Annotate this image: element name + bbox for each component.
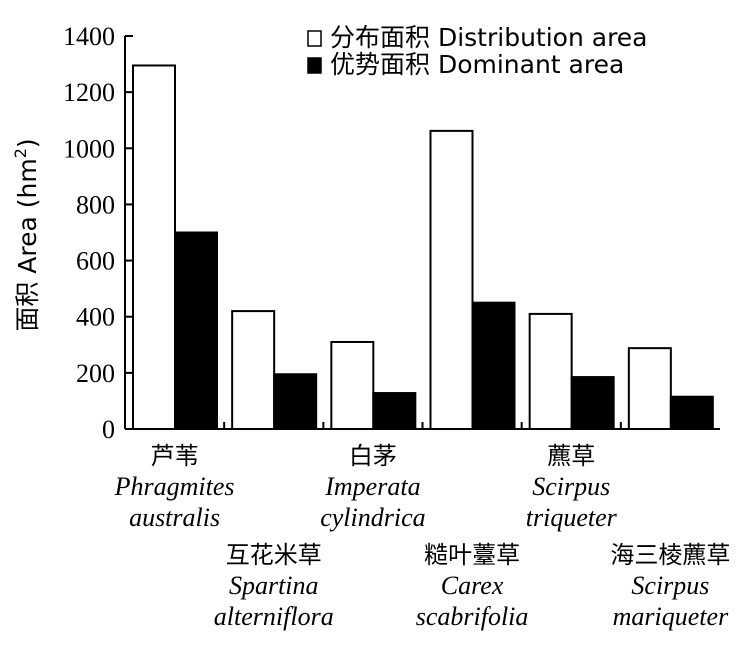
category-labels: 芦苇Phragmitesaustralis互花米草Spartinaalterni… (114, 442, 731, 631)
category-name-latin: alterniflora (214, 602, 334, 631)
bar-dominant-area (570, 376, 615, 431)
bar-dominant-area (174, 231, 218, 430)
y-axis-label: 面积 Area (hm2) (11, 138, 42, 331)
category-name-latin: Scirpus (532, 472, 610, 501)
y-axis-label-main: 面积 Area (hm (13, 158, 42, 331)
y-tick-label: 1200 (63, 78, 115, 107)
category-name-latin: triqueter (526, 503, 618, 532)
bar-dominant-area (471, 301, 516, 430)
category-name-cn: 芦苇 (151, 442, 199, 470)
y-tick-label: 1400 (63, 22, 115, 51)
category-name-cn: 白茅 (349, 442, 397, 470)
category-name-cn: 海三棱藨草 (610, 541, 730, 569)
legend-label: 优势面积 Dominant area (330, 50, 624, 79)
bar-distribution-area (429, 129, 474, 430)
category-name-latin: Scirpus (631, 571, 709, 600)
y-tick-label: 0 (102, 415, 115, 444)
legend-swatch (307, 57, 322, 74)
y-tick-label: 1000 (63, 134, 115, 163)
y-tick-label: 800 (76, 190, 115, 219)
category-name-latin: Imperata (324, 472, 420, 501)
category-name-latin: cylindrica (320, 503, 425, 532)
bar-dominant-area (273, 373, 318, 430)
y-axis-label-end: ) (13, 138, 42, 148)
bar-distribution-area (330, 340, 375, 431)
y-axis-label-sup: 2 (11, 148, 30, 158)
bar-dominant-area (372, 392, 417, 430)
bar-distribution-area (132, 64, 176, 430)
category-name-latin: scabrifolia (416, 602, 529, 631)
bar-dominant-area (669, 395, 714, 431)
y-tick-label: 400 (76, 303, 115, 332)
legend-label: 分布面积 Distribution area (330, 23, 648, 52)
category-name-latin: Phragmites (114, 472, 235, 501)
bar-distribution-area (627, 347, 672, 431)
category-name-latin: mariqueter (613, 602, 729, 631)
legend-swatch (307, 30, 322, 47)
category-name-cn: 糙叶薹草 (424, 541, 520, 569)
bar-distribution-area (528, 312, 573, 430)
bar-distribution-area (231, 310, 276, 431)
axes: 0 200 400 600 800 1000 1200 1400 (63, 22, 720, 444)
y-tick-label: 600 (76, 247, 115, 276)
bars (132, 64, 714, 431)
category-name-latin: Carex (441, 571, 504, 600)
y-tick-label: 200 (76, 359, 115, 388)
category-name-latin: australis (129, 503, 220, 532)
category-name-cn: 藨草 (547, 442, 595, 470)
category-name-latin: Spartina (229, 571, 319, 600)
category-name-cn: 互花米草 (226, 541, 322, 569)
